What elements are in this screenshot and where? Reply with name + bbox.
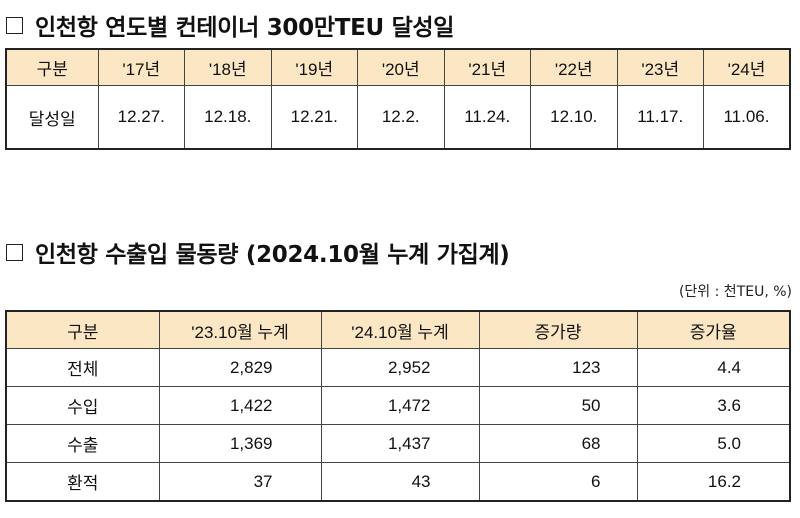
achievement-date-table: 구분 '17년 '18년 '19년 '20년 '21년 '22년 '23년 '2… bbox=[5, 48, 791, 150]
table-row: 환적 37 43 6 16.2 bbox=[5, 462, 791, 502]
header-cell: '19년 bbox=[270, 48, 358, 86]
checkbox-bullet-icon bbox=[6, 16, 23, 34]
value-cell: 1,437 bbox=[320, 424, 480, 463]
value-cell: 123 bbox=[478, 348, 638, 387]
value-cell: 2,952 bbox=[320, 348, 480, 387]
value-cell: 6 bbox=[478, 462, 638, 502]
section-heading-throughput: 인천항 수출입 물동량 (2024.10월 누계 가집계) bbox=[6, 235, 510, 269]
table-row: 달성일 12.27. 12.18. 12.21. 12.2. 11.24. 12… bbox=[5, 85, 791, 150]
date-cell: 12.2. bbox=[357, 85, 445, 150]
header-cell: '23.10월 누계 bbox=[158, 310, 322, 349]
value-cell: 4.4 bbox=[636, 348, 791, 387]
date-cell: 12.21. bbox=[270, 85, 358, 150]
header-cell: 구분 bbox=[5, 310, 160, 349]
value-cell: 5.0 bbox=[636, 424, 791, 463]
value-cell: 1,472 bbox=[320, 386, 480, 425]
value-cell: 68 bbox=[478, 424, 638, 463]
header-cell: '22년 bbox=[530, 48, 618, 86]
table-row: 전체 2,829 2,952 123 4.4 bbox=[5, 348, 791, 387]
row-label-cell: 환적 bbox=[5, 462, 160, 502]
unit-note: (단위 : 천TEU, %) bbox=[678, 284, 792, 300]
value-cell: 43 bbox=[320, 462, 480, 502]
header-cell: 증가량 bbox=[478, 310, 638, 349]
value-cell: 1,422 bbox=[158, 386, 322, 425]
value-cell: 3.6 bbox=[636, 386, 791, 425]
header-cell: 증가율 bbox=[636, 310, 791, 349]
table-header-row: 구분 '23.10월 누계 '24.10월 누계 증가량 증가율 bbox=[5, 310, 791, 349]
date-cell: 11.17. bbox=[616, 85, 704, 150]
section-title: 인천항 수출입 물동량 (2024.10월 누계 가집계) bbox=[35, 242, 510, 268]
checkbox-bullet-icon bbox=[6, 243, 23, 261]
header-cell: 구분 bbox=[5, 48, 99, 86]
row-label-cell: 달성일 bbox=[5, 85, 99, 150]
header-cell: '20년 bbox=[357, 48, 445, 86]
value-cell: 50 bbox=[478, 386, 638, 425]
value-cell: 2,829 bbox=[158, 348, 322, 387]
section-heading-300m-teu: 인천항 연도별 컨테이너 300만TEU 달성일 bbox=[6, 8, 454, 42]
row-label-cell: 전체 bbox=[5, 348, 160, 387]
header-cell: '18년 bbox=[184, 48, 272, 86]
header-cell: '24.10월 누계 bbox=[320, 310, 480, 349]
value-cell: 37 bbox=[158, 462, 322, 502]
table-header-row: 구분 '17년 '18년 '19년 '20년 '21년 '22년 '23년 '2… bbox=[5, 48, 791, 86]
row-label-cell: 수입 bbox=[5, 386, 160, 425]
date-cell: 12.18. bbox=[184, 85, 272, 150]
value-cell: 16.2 bbox=[636, 462, 791, 502]
header-cell: '21년 bbox=[443, 48, 531, 86]
date-cell: 11.06. bbox=[703, 85, 791, 150]
date-cell: 12.27. bbox=[97, 85, 185, 150]
date-cell: 11.24. bbox=[443, 85, 531, 150]
table-row: 수입 1,422 1,472 50 3.6 bbox=[5, 386, 791, 425]
section-title: 인천항 연도별 컨테이너 300만TEU 달성일 bbox=[35, 15, 455, 41]
date-cell: 12.10. bbox=[530, 85, 618, 150]
table-row: 수출 1,369 1,437 68 5.0 bbox=[5, 424, 791, 463]
row-label-cell: 수출 bbox=[5, 424, 160, 463]
header-cell: '17년 bbox=[97, 48, 185, 86]
value-cell: 1,369 bbox=[158, 424, 322, 463]
header-cell: '23년 bbox=[616, 48, 704, 86]
header-cell: '24년 bbox=[703, 48, 791, 86]
throughput-table: 구분 '23.10월 누계 '24.10월 누계 증가량 증가율 전체 2,82… bbox=[5, 310, 791, 502]
